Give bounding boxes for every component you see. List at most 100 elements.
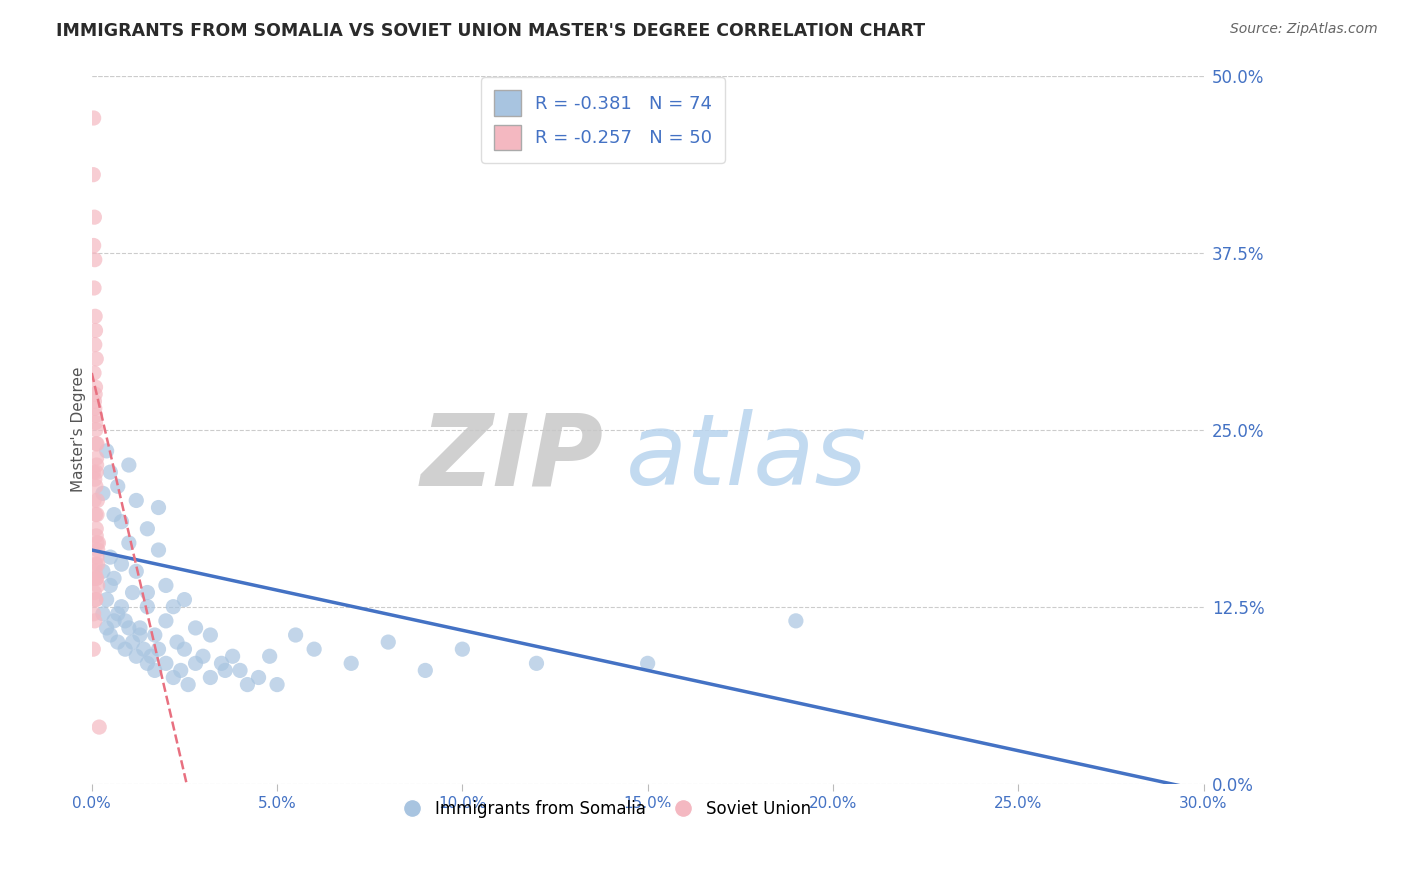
- Text: atlas: atlas: [626, 409, 868, 507]
- Point: [155, 614, 177, 628]
- Point: [451, 642, 474, 657]
- Point: [83, 111, 105, 125]
- Legend: Immigrants from Somalia, Soviet Union: Immigrants from Somalia, Soviet Union: [388, 794, 818, 825]
- Point: [86, 493, 108, 508]
- Point: [191, 649, 214, 664]
- Point: [84, 529, 107, 543]
- Point: [87, 543, 110, 558]
- Point: [98, 550, 121, 565]
- Point: [83, 252, 105, 267]
- Point: [110, 515, 132, 529]
- Point: [110, 599, 132, 614]
- Point: [84, 571, 107, 585]
- Point: [91, 607, 114, 621]
- Point: [84, 508, 107, 522]
- Point: [84, 479, 107, 493]
- Point: [184, 621, 207, 635]
- Point: [221, 649, 243, 664]
- Point: [83, 337, 105, 351]
- Point: [84, 351, 107, 366]
- Point: [96, 621, 118, 635]
- Point: [184, 657, 207, 671]
- Point: [136, 657, 159, 671]
- Point: [526, 657, 548, 671]
- Point: [284, 628, 307, 642]
- Point: [173, 592, 195, 607]
- Point: [148, 500, 170, 515]
- Point: [84, 387, 107, 401]
- Point: [139, 649, 162, 664]
- Text: Source: ZipAtlas.com: Source: ZipAtlas.com: [1230, 22, 1378, 37]
- Point: [173, 642, 195, 657]
- Point: [82, 642, 104, 657]
- Point: [83, 238, 105, 252]
- Point: [103, 614, 125, 628]
- Point: [129, 628, 152, 642]
- Point: [136, 599, 159, 614]
- Point: [200, 671, 222, 685]
- Point: [83, 614, 105, 628]
- Point: [118, 536, 141, 550]
- Point: [83, 472, 105, 486]
- Point: [84, 409, 107, 423]
- Point: [91, 564, 114, 578]
- Point: [87, 557, 110, 571]
- Point: [166, 635, 188, 649]
- Point: [118, 458, 141, 472]
- Point: [83, 366, 105, 380]
- Point: [83, 493, 105, 508]
- Point: [98, 578, 121, 592]
- Point: [214, 664, 236, 678]
- Point: [121, 585, 143, 599]
- Point: [84, 522, 107, 536]
- Point: [87, 578, 110, 592]
- Point: [125, 493, 148, 508]
- Point: [637, 657, 659, 671]
- Point: [162, 599, 184, 614]
- Point: [114, 614, 136, 628]
- Point: [91, 486, 114, 500]
- Point: [84, 310, 107, 324]
- Point: [107, 479, 129, 493]
- Point: [83, 607, 105, 621]
- Point: [143, 628, 166, 642]
- Point: [259, 649, 281, 664]
- Point: [377, 635, 399, 649]
- Point: [83, 281, 105, 295]
- Point: [84, 423, 107, 437]
- Point: [129, 621, 152, 635]
- Point: [103, 571, 125, 585]
- Point: [136, 585, 159, 599]
- Point: [83, 394, 105, 409]
- Point: [87, 536, 110, 550]
- Point: [107, 635, 129, 649]
- Point: [211, 657, 233, 671]
- Point: [143, 664, 166, 678]
- Point: [125, 564, 148, 578]
- Point: [86, 437, 108, 451]
- Point: [96, 443, 118, 458]
- Point: [82, 168, 104, 182]
- Point: [247, 671, 270, 685]
- Point: [84, 465, 107, 479]
- Point: [148, 642, 170, 657]
- Point: [132, 642, 155, 657]
- Point: [107, 607, 129, 621]
- Point: [84, 323, 107, 337]
- Point: [86, 450, 108, 465]
- Text: IMMIGRANTS FROM SOMALIA VS SOVIET UNION MASTER'S DEGREE CORRELATION CHART: IMMIGRANTS FROM SOMALIA VS SOVIET UNION …: [56, 22, 925, 40]
- Point: [86, 508, 108, 522]
- Y-axis label: Master's Degree: Master's Degree: [72, 367, 86, 492]
- Point: [96, 592, 118, 607]
- Point: [136, 522, 159, 536]
- Text: ZIP: ZIP: [420, 409, 603, 507]
- Point: [229, 664, 252, 678]
- Point: [236, 677, 259, 691]
- Point: [177, 677, 200, 691]
- Point: [82, 465, 104, 479]
- Point: [84, 592, 107, 607]
- Point: [98, 628, 121, 642]
- Point: [98, 465, 121, 479]
- Point: [89, 720, 111, 734]
- Point: [155, 657, 177, 671]
